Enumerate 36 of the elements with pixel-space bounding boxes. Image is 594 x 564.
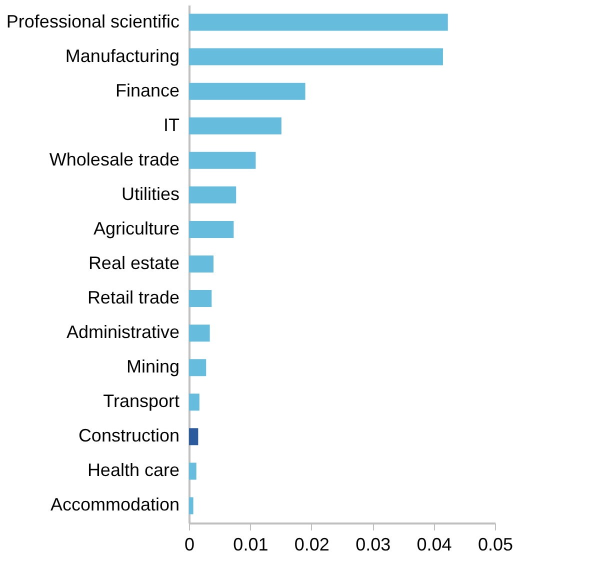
- bar: [189, 14, 448, 31]
- bar: [189, 428, 198, 446]
- bar: [189, 117, 282, 134]
- y-tick-label: Real estate: [88, 253, 180, 273]
- x-tick-label: 0.03: [356, 534, 391, 554]
- bar: [189, 48, 443, 66]
- y-tick-label: Construction: [78, 426, 180, 446]
- bar: [189, 497, 194, 514]
- y-tick-label: Transport: [103, 391, 180, 412]
- y-tick-label: IT: [164, 114, 180, 135]
- y-tick-label: Manufacturing: [65, 46, 180, 66]
- x-tick-label: 0.05: [478, 534, 514, 554]
- bar: [189, 394, 200, 411]
- y-tick-label: Professional scientific: [6, 11, 180, 32]
- y-tick-label: Accommodation: [50, 494, 180, 515]
- y-tick-label: Finance: [115, 80, 180, 100]
- y-tick-label: Utilities: [121, 184, 180, 204]
- bar: [189, 152, 256, 169]
- bar: [189, 462, 196, 480]
- y-tick-label: Agriculture: [93, 218, 180, 238]
- x-tick-label: 0.02: [294, 534, 330, 554]
- bar: [189, 290, 212, 308]
- bar: [189, 186, 236, 204]
- y-tick-label: Mining: [126, 356, 180, 377]
- x-tick-label: 0: [184, 534, 195, 554]
- bar: [189, 82, 306, 100]
- y-tick-label: Wholesale trade: [49, 149, 180, 170]
- bar: [189, 256, 214, 272]
- x-tick-label: 0.04: [416, 534, 452, 554]
- bar: [189, 220, 234, 238]
- bar: [189, 324, 210, 342]
- x-tick-label: 0.01: [233, 534, 268, 554]
- y-tick-label: Administrative: [66, 322, 180, 342]
- bar: [189, 359, 206, 376]
- y-tick-label: Retail trade: [87, 288, 180, 308]
- y-tick-label: Health care: [87, 460, 180, 480]
